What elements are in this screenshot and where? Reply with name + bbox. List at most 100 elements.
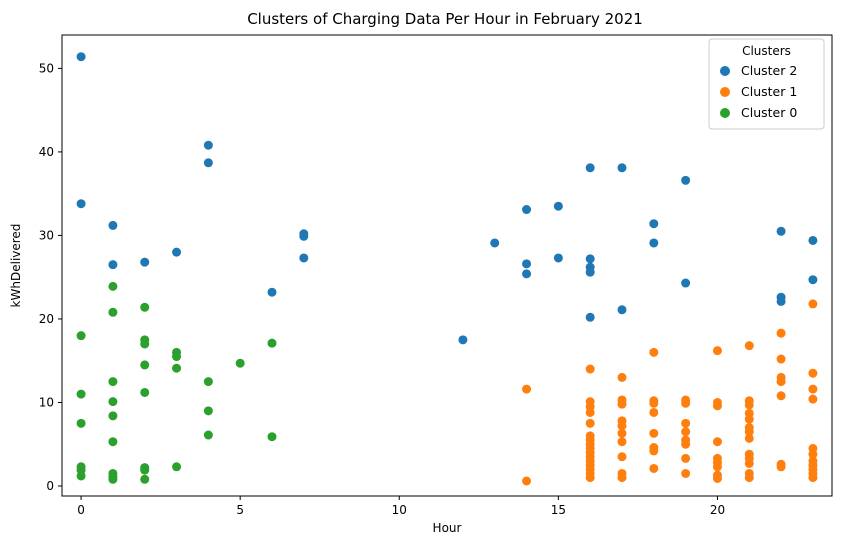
data-point [203,406,213,416]
data-point [108,281,118,291]
data-point [681,175,691,185]
legend-marker [720,87,730,97]
data-point [712,437,722,447]
legend-title: Clusters [742,44,791,58]
data-point [649,219,659,229]
data-point [108,220,118,230]
data-point [617,372,627,382]
data-point [585,312,595,322]
data-point [172,352,182,362]
y-tick-label: 50 [39,61,54,75]
x-tick-label: 5 [236,503,244,517]
data-point [744,400,754,410]
data-point [776,391,786,401]
data-points [76,52,818,486]
data-point [522,384,532,394]
legend-item: Cluster 1 [720,84,797,99]
data-point [140,257,150,267]
y-tick-label: 30 [39,228,54,242]
data-point [299,231,309,241]
data-point [585,407,595,417]
data-point [76,199,86,209]
y-tick-label: 10 [39,395,54,409]
data-point [585,364,595,374]
data-point [744,414,754,424]
data-point [776,296,786,306]
data-point [617,399,627,409]
data-point [649,398,659,408]
data-point [744,433,754,443]
data-point [617,452,627,462]
data-point [681,398,691,408]
data-point [617,163,627,173]
data-point [553,201,563,211]
data-point [808,394,818,404]
data-point [522,476,532,486]
data-point [649,407,659,417]
data-point [776,328,786,338]
data-point [681,278,691,288]
series-cluster-2 [76,52,818,345]
data-point [522,259,532,269]
data-point [744,341,754,351]
data-point [172,247,182,257]
data-point [108,260,118,270]
data-point [108,437,118,447]
data-point [267,338,277,348]
data-point [585,418,595,428]
legend-marker [720,66,730,76]
data-point [681,418,691,428]
data-point [76,52,86,62]
data-point [744,458,754,468]
y-tick-label: 40 [39,145,54,159]
data-point [299,253,309,263]
data-point [140,302,150,312]
data-point [649,347,659,357]
data-point [585,267,595,277]
data-point [585,163,595,173]
data-point [140,339,150,349]
x-tick-label: 15 [551,503,566,517]
data-point [617,437,627,447]
data-point [649,463,659,473]
data-point [776,226,786,236]
data-point [808,473,818,483]
data-point [172,363,182,373]
data-point [458,335,468,345]
data-point [681,453,691,463]
data-point [712,346,722,356]
data-point [203,158,213,168]
data-point [140,465,150,475]
legend-box [708,38,825,130]
x-tick-label: 10 [392,503,407,517]
data-point [585,254,595,264]
y-tick-label: 0 [46,479,54,493]
data-point [108,397,118,407]
data-point [76,389,86,399]
chart-title: Clusters of Charging Data Per Hour in Fe… [247,10,643,28]
x-tick-label: 0 [77,503,85,517]
y-axis-label: kWhDelivered [9,224,23,308]
plot-area: 0 5 10 15 20 0 10 20 30 40 50 [39,34,833,517]
data-point [649,428,659,438]
y-axis: 0 10 20 30 40 50 [39,61,62,493]
data-point [776,354,786,364]
data-point [617,473,627,483]
data-point [108,377,118,387]
data-point [585,473,595,483]
data-point [617,421,627,431]
data-point [76,418,86,428]
data-point [808,275,818,285]
legend: Clusters Cluster 2 Cluster 1 Cluster 0 [708,38,825,130]
data-point [108,474,118,484]
data-point [808,384,818,394]
data-point [617,305,627,315]
data-point [808,449,818,459]
data-point [267,432,277,442]
data-point [649,238,659,248]
data-point [267,287,277,297]
data-point [712,401,722,411]
series-cluster-0 [76,281,277,484]
data-point [744,427,754,437]
data-point [203,430,213,440]
